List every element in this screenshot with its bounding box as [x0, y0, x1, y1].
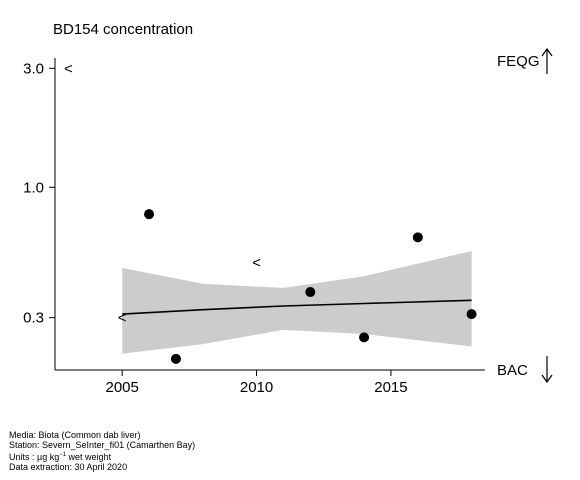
reference-labels: FEQG BAC	[497, 47, 553, 384]
less-than-marker: <	[64, 60, 73, 77]
less-than-markers: < < <	[64, 60, 261, 326]
footer-media: Media: Biota (Common dab liver)	[9, 430, 141, 440]
footer-info: Media: Biota (Common dab liver) Station:…	[9, 430, 195, 472]
x-tick-label: 2015	[374, 379, 407, 396]
less-than-marker: <	[118, 310, 127, 327]
y-tick-label: 0.3	[23, 310, 44, 327]
y-tick-label: 3.0	[23, 60, 44, 77]
up-arrow-icon	[541, 47, 553, 57]
units-prefix: Units : µg kg	[9, 452, 60, 462]
reference-label: FEQG	[497, 53, 540, 70]
data-point	[412, 232, 423, 243]
x-tick-label: 2005	[106, 379, 139, 396]
footer-extraction: Data extraction: 30 April 2020	[9, 462, 128, 472]
units-superscript: −1	[59, 452, 67, 458]
data-point	[359, 332, 370, 343]
footer-station: Station: Severn_SeInter_fi01 (Camarthen …	[9, 440, 196, 450]
data-point	[144, 209, 155, 220]
footer-units: Units : µg kg−1 wet weight	[9, 450, 195, 462]
down-arrow-icon	[541, 374, 553, 384]
data-point	[170, 353, 181, 364]
data-points	[144, 209, 477, 364]
units-suffix: wet weight	[66, 452, 112, 462]
less-than-marker: <	[252, 254, 261, 271]
trend-line	[122, 299, 472, 315]
data-point	[466, 309, 477, 320]
data-point	[305, 287, 316, 298]
confidence-band	[122, 251, 472, 354]
axis-ticks: 2005 2010 2015 0.3 1.0 3.0	[23, 60, 407, 396]
chart-title: BD154 concentration	[53, 21, 193, 38]
reference-label: BAC	[497, 362, 528, 379]
y-tick-label: 1.0	[23, 179, 44, 196]
x-tick-label: 2010	[240, 379, 273, 396]
